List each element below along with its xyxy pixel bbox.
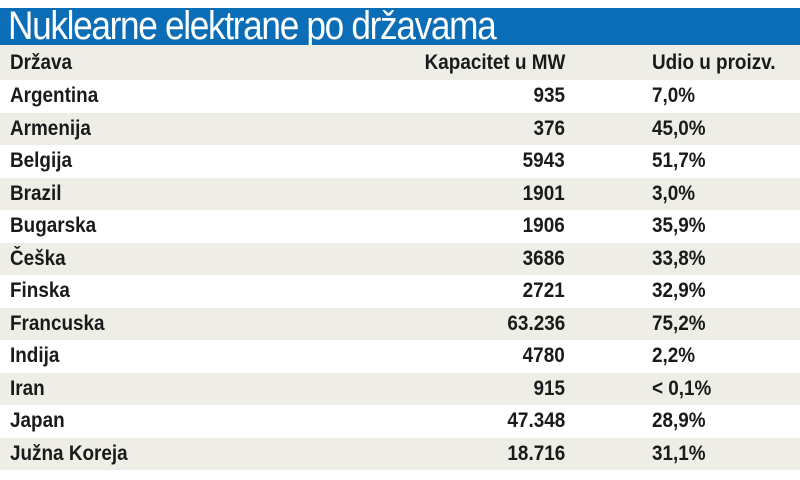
cell-share: 33,8% <box>652 246 706 270</box>
cell-capacity: 3686 <box>522 246 565 270</box>
cell-country: Japan <box>10 409 65 432</box>
cell-country: Brazil <box>10 181 62 205</box>
cell-capacity: 5943 <box>522 149 565 172</box>
cell-capacity: 915 <box>533 376 565 400</box>
cell-share: 7,0% <box>652 84 696 107</box>
table-row: Bugarska 1906 35,9% <box>0 210 800 243</box>
cell-capacity: 2721 <box>522 279 565 302</box>
cell-country: Argentina <box>10 84 99 107</box>
cell-country: Češka <box>10 246 66 270</box>
cell-capacity: 935 <box>533 84 565 107</box>
table-row: Brazil 1901 3,0% <box>0 177 800 210</box>
cell-share: 45,0% <box>652 116 706 140</box>
table-row: Češka 3686 33,8% <box>0 242 800 275</box>
cell-share: 35,9% <box>652 214 706 237</box>
cell-capacity: 1901 <box>522 181 565 205</box>
table-row: Japan 47.348 28,9% <box>0 405 800 438</box>
nuclear-plants-table: Država Kapacitet u MW Udio u proizv. Arg… <box>0 45 800 470</box>
cell-country: Iran <box>10 376 45 400</box>
header-capacity: Kapacitet u MW <box>424 51 565 74</box>
cell-country: Južna Koreja <box>10 441 128 465</box>
cell-capacity: 4780 <box>522 344 565 367</box>
table-row: Iran 915 < 0,1% <box>0 372 800 405</box>
cell-country: Indija <box>10 344 60 367</box>
cell-share: 32,9% <box>652 279 706 302</box>
cell-capacity: 376 <box>533 116 565 140</box>
cell-capacity: 63.236 <box>507 311 565 335</box>
cell-share: 31,1% <box>652 441 706 465</box>
cell-share: 28,9% <box>652 409 706 432</box>
cell-country: Francuska <box>10 311 105 335</box>
cell-share: 75,2% <box>652 311 706 335</box>
cell-capacity: 47.348 <box>507 409 565 432</box>
table-title: Nuklearne elektrane po državama <box>8 4 497 48</box>
cell-share: < 0,1% <box>652 376 712 400</box>
table-row: Finska 2721 32,9% <box>0 275 800 308</box>
table-header-row: Država Kapacitet u MW Udio u proizv. <box>0 45 800 80</box>
cell-country: Armenija <box>10 116 91 140</box>
cell-share: 3,0% <box>652 181 696 205</box>
title-bar: Nuklearne elektrane po državama <box>0 4 800 48</box>
cell-country: Belgija <box>10 149 72 172</box>
table-row: Francuska 63.236 75,2% <box>0 307 800 340</box>
cell-share: 2,2% <box>652 344 696 367</box>
table-row: Belgija 5943 51,7% <box>0 145 800 178</box>
header-share: Udio u proizv. <box>652 51 776 74</box>
header-country: Država <box>10 51 73 74</box>
cell-country: Finska <box>10 279 70 302</box>
table-row: Indija 4780 2,2% <box>0 340 800 373</box>
cell-capacity: 1906 <box>522 214 565 237</box>
table-row: Južna Koreja 18.716 31,1% <box>0 437 800 470</box>
table-row: Armenija 376 45,0% <box>0 112 800 145</box>
cell-country: Bugarska <box>10 214 97 237</box>
cell-capacity: 18.716 <box>507 441 565 465</box>
cell-share: 51,7% <box>652 149 706 172</box>
table-row: Argentina 935 7,0% <box>0 80 800 113</box>
